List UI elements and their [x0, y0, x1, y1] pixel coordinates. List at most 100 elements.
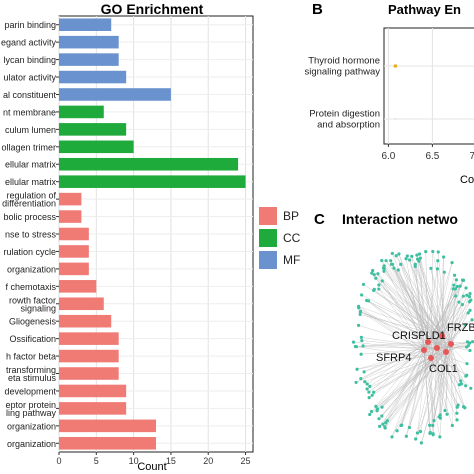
- go-category-label: ulator activity: [3, 73, 56, 83]
- network-edge: [382, 351, 447, 425]
- legend-label-bp: BP: [283, 209, 299, 223]
- network-leaf-node: [465, 340, 470, 344]
- go-x-tick-label: 20: [203, 456, 213, 466]
- network-leaf-node: [380, 405, 384, 409]
- network-edge: [373, 351, 447, 393]
- network-leaf-node: [457, 300, 461, 304]
- network-leaf-node: [419, 441, 424, 445]
- network-leaf-node: [454, 294, 458, 298]
- network-leaf-node: [396, 268, 400, 272]
- network-leaf-node: [460, 302, 464, 307]
- network-edge: [441, 335, 467, 377]
- network-edge: [393, 267, 438, 349]
- network-leaf-node: [415, 431, 420, 435]
- network-edge: [361, 337, 438, 349]
- network-leaf-node: [395, 429, 399, 433]
- network-leaf-node: [365, 382, 369, 386]
- network-leaf-node: [453, 287, 458, 291]
- network-leaf-node: [442, 270, 446, 274]
- network-leaf-node: [464, 374, 468, 378]
- go-category-label: ellular matrix: [5, 160, 57, 170]
- network-leaf-node: [432, 419, 436, 423]
- panel-b-letter: B: [312, 1, 323, 18]
- go-bar: [59, 314, 112, 328]
- go-x-tick-label: 10: [129, 456, 139, 466]
- go-category-label: parin binding: [4, 20, 56, 30]
- network-leaf-node: [454, 278, 458, 282]
- go-bars: [59, 18, 246, 450]
- go-x-ticks: 0 5 10 15 20 25: [56, 452, 251, 466]
- pathway-category-label: Protein digestion and absorption: [309, 109, 380, 131]
- go-bar: [59, 18, 112, 31]
- network-edge: [368, 341, 429, 398]
- network-leaf-node: [457, 383, 462, 387]
- network-leaf-node: [452, 283, 456, 287]
- network-leaf-node: [363, 380, 367, 384]
- network-edge: [358, 325, 447, 353]
- network-leaf-node: [442, 255, 446, 259]
- network-leaf-node: [408, 258, 412, 262]
- network-edge: [450, 279, 457, 345]
- pathway-panel: B Pathway En Thyroid hormone signaling pa…: [304, 1, 474, 186]
- network-leaf-node: [428, 431, 432, 436]
- network-leaf-node: [417, 252, 422, 256]
- network-leaf-node: [413, 264, 417, 269]
- go-category-label: organization: [7, 421, 56, 431]
- network-leaf-node: [410, 254, 414, 258]
- go-category-label: ellular matrix: [5, 177, 57, 187]
- network-leaf-node: [438, 435, 442, 439]
- network-edge: [417, 259, 443, 337]
- network-leaf-node: [404, 434, 408, 438]
- network-title: Interaction netwo: [342, 211, 458, 227]
- network-edge: [379, 357, 432, 427]
- network-leaf-node: [443, 408, 447, 413]
- network-edge: [374, 274, 443, 337]
- network-edge: [429, 335, 443, 434]
- network-leaf-node: [356, 323, 361, 327]
- go-legend: BP CC MF: [259, 207, 301, 269]
- network-leaf-node: [380, 279, 384, 283]
- network-leaf-node: [466, 311, 470, 315]
- network-hub-node: [448, 341, 454, 347]
- network-hub-node: [443, 349, 449, 355]
- network-edge: [415, 264, 443, 337]
- network-leaf-node: [359, 335, 363, 339]
- network-leaf-node: [418, 429, 423, 434]
- go-bar: [59, 367, 119, 380]
- go-category-label: organization: [7, 264, 56, 274]
- network-leaf-node: [359, 352, 363, 356]
- network-leaf-node: [382, 269, 386, 273]
- network-leaf-node: [360, 338, 364, 343]
- network-leaf-node: [415, 257, 420, 261]
- network-leaf-node: [375, 409, 379, 413]
- network-edge: [392, 253, 429, 343]
- network-leaf-node: [374, 404, 378, 409]
- network-leaf-node: [445, 412, 449, 416]
- network-leaf-node: [370, 271, 374, 275]
- go-bar: [59, 88, 171, 101]
- network-leaf-node: [455, 418, 459, 422]
- pathway-gridlines: [384, 28, 474, 144]
- network-leaf-node: [470, 318, 474, 322]
- network-leaf-node: [372, 273, 376, 277]
- network-edge: [378, 288, 432, 359]
- network-leaf-node: [455, 411, 459, 415]
- network-hub-node: [425, 339, 431, 345]
- network-leaf-node: [451, 287, 455, 291]
- network-leaf-node: [355, 367, 359, 371]
- network-edge: [436, 256, 444, 349]
- network-leaf-node: [369, 409, 374, 414]
- network-leaf-nodes: [351, 249, 474, 445]
- network-leaf-node: [370, 393, 374, 397]
- go-bar: [59, 262, 89, 276]
- network-edge: [421, 343, 452, 443]
- go-bar: [59, 157, 239, 171]
- legend-swatch-bp: [259, 207, 277, 225]
- go-category-label: organization: [7, 439, 56, 449]
- network-leaf-node: [360, 293, 364, 297]
- network-edge: [382, 349, 425, 425]
- network-edge: [369, 349, 425, 387]
- network-edge: [360, 314, 443, 337]
- network-edge: [450, 324, 466, 345]
- network-leaf-node: [466, 344, 470, 348]
